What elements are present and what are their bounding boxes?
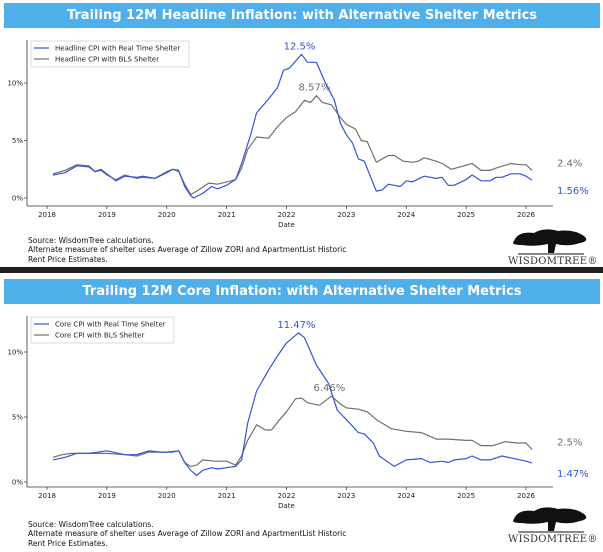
source-line: Source: WisdomTree calculations.: [28, 236, 154, 245]
x-tick-label: 2022: [278, 211, 296, 219]
x-tick-label: 2024: [397, 211, 415, 219]
x-tick-label: 2019: [98, 211, 116, 219]
source-note-core: Source: WisdomTree calculations. Alterna…: [28, 520, 346, 548]
y-tick-label: 5%: [12, 137, 23, 145]
wisdomtree-logo: WISDOMTREE®: [508, 227, 598, 267]
peak-label: 6.46%: [314, 383, 346, 394]
x-tick-label: 2023: [337, 492, 355, 500]
end-value-label: 2.4%: [557, 158, 582, 169]
peak-label: 8.57%: [299, 83, 331, 94]
source-note-headline: Source: WisdomTree calculations. Alterna…: [28, 236, 346, 264]
y-tick-label: 5%: [12, 414, 23, 422]
core-inflation-chart: 2018 2019 2020 2021 2022 2023 2024 2025 2026 0% 5%…: [7, 316, 589, 510]
x-tick-label: 2020: [158, 211, 176, 219]
x-tick-label: 2024: [397, 492, 415, 500]
series-line-bls-shelter: [52, 95, 533, 196]
end-value-label: 1.47%: [557, 469, 589, 480]
peak-label: 11.47%: [277, 320, 315, 331]
x-tick-label: 2021: [218, 211, 236, 219]
x-tick-label: 2025: [457, 211, 475, 219]
source-line: Alternate measure of shelter uses Averag…: [28, 245, 347, 255]
logo-wordmark: WISDOMTREE®: [508, 256, 598, 267]
tree-icon: [513, 229, 587, 255]
source-line: Alternate measure of shelter uses Averag…: [28, 529, 347, 539]
x-tick-label: 2018: [38, 211, 56, 219]
series-line-real-time-shelter: [52, 53, 533, 199]
legend-label: Core CPI with Real Time Shelter: [55, 321, 166, 329]
legend-box: [30, 316, 175, 344]
y-tick-label: 10%: [7, 80, 23, 88]
source-line: Source: WisdomTree calculations.: [28, 520, 154, 529]
x-tick-label: 2020: [158, 492, 176, 500]
y-tick-label: 10%: [7, 349, 23, 357]
legend-label: Headline CPI with BLS Shelter: [55, 56, 159, 64]
logo-wordmark: WISDOMTREE®: [508, 534, 598, 545]
chart-title-banner-core: Trailing 12M Core Inflation: with Altern…: [4, 279, 600, 304]
tree-icon: [513, 507, 587, 533]
x-axis-title: Date: [278, 221, 295, 229]
legend-label: Headline CPI with Real Time Shelter: [55, 45, 180, 53]
peak-label: 12.5%: [284, 41, 316, 52]
x-tick-label: 2019: [98, 492, 116, 500]
legend-box: [30, 40, 190, 68]
x-axis-title: Date: [278, 502, 295, 510]
source-line: Rent Price Estimates.: [28, 538, 108, 548]
y-tick-label: 0%: [12, 195, 23, 203]
x-tick-label: 2023: [337, 211, 355, 219]
x-tick-label: 2026: [517, 492, 535, 500]
x-tick-label: 2025: [457, 492, 475, 500]
wisdomtree-logo: WISDOMTREE®: [508, 505, 598, 545]
legend-label: Core CPI with BLS Shelter: [55, 332, 144, 340]
end-value-label: 1.56%: [557, 186, 589, 197]
series-line-real-time-shelter: [52, 332, 533, 477]
x-tick-label: 2018: [38, 492, 56, 500]
chart-title-banner-headline: Trailing 12M Headline Inflation: with Al…: [4, 3, 600, 28]
x-tick-label: 2021: [218, 492, 236, 500]
source-line: Rent Price Estimates.: [28, 254, 108, 264]
end-value-label: 2.5%: [557, 438, 582, 449]
y-tick-label: 0%: [12, 479, 23, 487]
series-line-bls-shelter: [52, 395, 533, 467]
x-tick-label: 2022: [278, 492, 296, 500]
x-tick-label: 2026: [517, 211, 535, 219]
panel-separator: [0, 267, 603, 273]
headline-inflation-chart: 2018 2019 2020 2021 2022 2023 2024 2025 2026 0% 5%…: [7, 40, 589, 229]
